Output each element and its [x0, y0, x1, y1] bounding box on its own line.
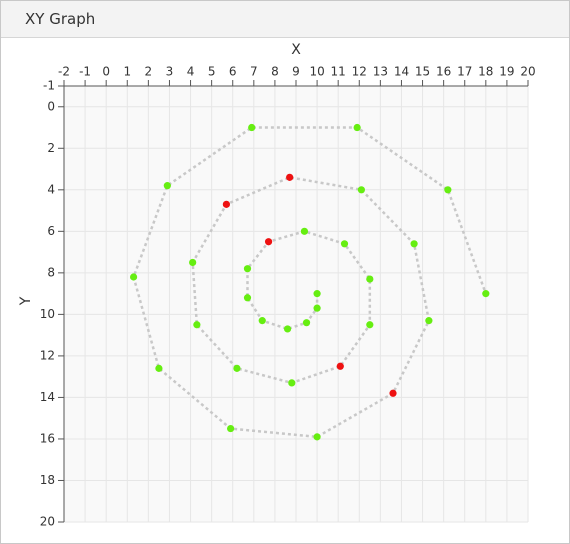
x-tick-label: 7 [250, 65, 258, 79]
y-axis-title: Y [18, 296, 34, 306]
data-point [353, 123, 361, 132]
x-tick-label: 11 [331, 65, 346, 79]
y-tick-label: 8 [47, 265, 55, 279]
data-point [222, 200, 230, 208]
data-point [243, 294, 252, 302]
x-tick-label: 2 [145, 65, 153, 79]
data-point [357, 186, 365, 194]
data-point [366, 275, 374, 283]
data-point [366, 321, 374, 329]
data-point [313, 433, 321, 441]
x-tick-label: 0 [102, 65, 110, 79]
y-tick-label: 12 [40, 348, 55, 362]
x-tick-label: 5 [208, 65, 216, 79]
y-tick-label: 14 [40, 390, 55, 404]
x-tick-label: 6 [229, 65, 237, 79]
data-point [233, 364, 241, 372]
x-tick-label: 19 [499, 65, 514, 79]
x-tick-label: 15 [415, 65, 430, 79]
x-tick-label: 13 [373, 65, 388, 79]
data-point [189, 258, 197, 267]
data-point [302, 319, 311, 327]
data-point [130, 273, 138, 281]
x-tick-label: 8 [271, 65, 279, 79]
x-tick-label: 18 [478, 65, 493, 79]
x-tick-label: 3 [166, 65, 174, 79]
data-point [286, 173, 294, 181]
x-tick-label: 20 [520, 65, 535, 79]
x-tick-label: 4 [187, 65, 195, 79]
y-tick-label: 20 [40, 515, 55, 529]
y-tick-label: 6 [47, 224, 55, 238]
data-point [193, 321, 201, 329]
data-point [155, 364, 163, 372]
data-point [425, 317, 433, 325]
x-tick-label: 10 [309, 65, 324, 79]
panel-title: XY Graph [1, 1, 569, 38]
x-tick-label: 1 [123, 65, 131, 79]
x-tick-label: 9 [292, 65, 300, 79]
y-tick-label: 16 [40, 431, 55, 445]
data-point [300, 227, 309, 235]
data-point [340, 240, 349, 248]
chart: X Y -2 -1 0 1 2 3 4 5 6 7 8 9 10 11 12 13 14 15 16 17 18 19 20… [18, 42, 536, 529]
y-tick-label: 4 [47, 182, 55, 196]
x-tick-label: 17 [457, 65, 472, 79]
x-tick-label: -1 [79, 65, 91, 79]
y-tick-label: 0 [47, 99, 55, 113]
y-tick-label: 18 [40, 473, 55, 487]
x-tick-label: 14 [394, 65, 409, 79]
x-tick-label: 12 [352, 65, 367, 79]
x-tick-label: -2 [58, 65, 70, 79]
data-point [288, 379, 296, 387]
data-point [482, 290, 490, 298]
data-point [444, 186, 452, 194]
data-point [258, 317, 266, 325]
data-point [410, 240, 418, 248]
x-axis-title: X [291, 42, 301, 58]
y-tick-label: 10 [40, 307, 55, 321]
y-tick-label: -1 [43, 79, 55, 93]
data-point [163, 182, 171, 190]
data-point [227, 424, 235, 433]
data-point [248, 123, 256, 132]
data-point [389, 389, 397, 397]
x-tick-label: 16 [436, 65, 451, 79]
data-point [336, 362, 344, 370]
data-point [243, 265, 252, 273]
y-tick-label: 2 [47, 141, 55, 155]
data-point [313, 290, 321, 298]
data-point [313, 304, 321, 312]
data-point [283, 325, 292, 333]
data-point [264, 238, 273, 246]
